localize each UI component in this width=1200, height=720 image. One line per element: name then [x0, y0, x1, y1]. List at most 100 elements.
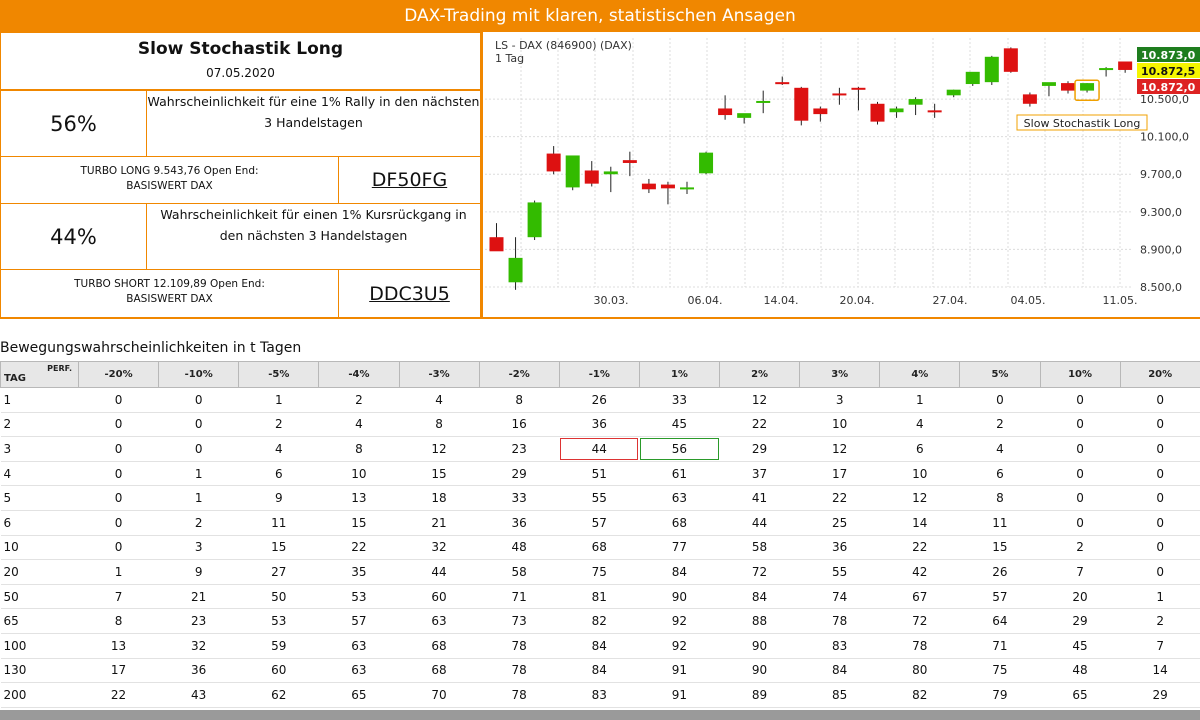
probability-cell: 55: [559, 485, 640, 511]
short-turbo-name: TURBO SHORT 12.109,89 Open End:: [74, 278, 265, 290]
probability-cell: 1: [158, 485, 239, 511]
probability-cell: 65: [318, 682, 399, 708]
probability-cell: 78: [479, 658, 560, 684]
probability-cell: 57: [559, 510, 640, 536]
day-cell: 100: [0, 633, 79, 659]
price-tag: [1137, 47, 1200, 62]
short-percent: 44%: [50, 224, 97, 249]
probability-cell: 1: [879, 387, 960, 413]
probability-cell: 48: [479, 535, 560, 561]
day-cell: 200: [0, 682, 79, 708]
short-product-code-link[interactable]: DDC3U5: [369, 282, 450, 305]
long-turbo-box: TURBO LONG 9.543,76 Open End: BASISWERT …: [0, 156, 339, 204]
short-description: Wahrscheinlichkeit für einen 1% Kursrück…: [160, 207, 467, 243]
probability-cell: 12: [399, 436, 480, 462]
probability-cell: 29: [719, 436, 800, 462]
probability-cell: 43: [158, 682, 239, 708]
price-tag-label: 10.872,5: [1141, 65, 1195, 78]
candle-body: [1022, 94, 1037, 104]
candle-body: [718, 108, 733, 116]
probability-cell: 50: [238, 584, 319, 610]
probability-cell: 23: [479, 436, 560, 462]
candle-body: [508, 257, 523, 283]
probability-cell: 88: [719, 608, 800, 634]
probability-cell: 1: [1120, 584, 1200, 610]
y-tick-label: 9.700,0: [1140, 168, 1182, 181]
probability-cell: 4: [318, 412, 399, 438]
probability-cell: 20: [1040, 584, 1121, 610]
table-row: 3 0 0 4 8 12 23 44 56 29 12 6 4 0 0: [0, 436, 1200, 462]
probability-cell: 2: [158, 510, 239, 536]
chart-title: LS - DAX (846900) (DAX): [495, 39, 632, 52]
probability-cell: 16: [479, 412, 560, 438]
price-tag: [1137, 79, 1200, 94]
probability-cell: 22: [78, 682, 159, 708]
column-header: 20%: [1119, 361, 1200, 388]
candle-body: [775, 82, 790, 85]
probability-cell: 23: [158, 608, 239, 634]
signal-panel: Slow Stochastik Long 07.05.2020 56% Wahr…: [0, 32, 481, 318]
y-tick-label: 9.300,0: [1140, 206, 1182, 219]
probability-cell: 42: [879, 559, 960, 585]
probability-cell: 0: [78, 485, 159, 511]
probability-cell: 0: [1120, 387, 1200, 413]
day-cell: 2: [0, 412, 79, 438]
column-header: 1%: [638, 361, 721, 388]
long-percent: 56%: [50, 111, 97, 136]
probability-cell: 0: [1040, 510, 1121, 536]
probability-cell: 63: [639, 485, 720, 511]
candle-body: [1041, 82, 1056, 86]
candle-body: [489, 237, 504, 252]
probability-cell: 57: [959, 584, 1040, 610]
probability-cell: 62: [238, 682, 319, 708]
annotation-label: Slow Stochastik Long: [1024, 117, 1141, 130]
probability-cell: 15: [959, 535, 1040, 561]
probability-cell: 53: [318, 584, 399, 610]
table-row: 65 8 23 53 57 63 73 82 92 88 78 72 64 29 2: [0, 608, 1200, 634]
signal-header: Slow Stochastik Long 07.05.2020: [0, 32, 481, 90]
table-row: 200 22 43 62 65 70 78 83 91 89 85 82 79 65 29: [0, 682, 1200, 708]
day-cell: 5: [0, 485, 79, 511]
probability-cell: 11: [959, 510, 1040, 536]
table-row: 10 0 3 15 22 32 48 68 77 58 36 22 15 2 0: [0, 535, 1200, 561]
y-tick-label: 10.500,0: [1140, 93, 1189, 106]
probability-cell: 84: [639, 559, 720, 585]
probability-cell: 45: [1040, 633, 1121, 659]
probability-cell: 29: [479, 461, 560, 487]
price-tag-label: 10.873,0: [1141, 49, 1196, 62]
probability-cell: 79: [959, 682, 1040, 708]
probability-cell: 8: [959, 485, 1040, 511]
probability-cell: 51: [559, 461, 640, 487]
section-divider: [0, 317, 1200, 319]
probability-cell: 6: [238, 461, 319, 487]
probability-cell: 84: [559, 633, 640, 659]
table-row: 1 0 0 1 2 4 8 26 33 12 3 1 0 0 0: [0, 387, 1200, 413]
table-row: 6 0 2 11 15 21 36 57 68 44 25 14 11 0 0: [0, 510, 1200, 536]
table-row: 100 13 32 59 63 68 78 84 92 90 83 78 71 45 7: [0, 633, 1200, 659]
probability-cell: 15: [318, 510, 399, 536]
probability-cell: 10: [318, 461, 399, 487]
probability-cell: 75: [559, 559, 640, 585]
probability-cell: 4: [959, 436, 1040, 462]
candle-body: [622, 160, 637, 163]
probability-cell: 8: [78, 608, 159, 634]
chart-subtitle: 1 Tag: [495, 52, 524, 65]
probability-cell: 0: [1120, 485, 1200, 511]
candle-body: [870, 103, 885, 122]
bottom-scrollbar[interactable]: [0, 710, 1200, 720]
table-row: 5 0 1 9 13 18 33 55 63 41 22 12 8 0 0: [0, 485, 1200, 511]
table-header-row: TAG PERF. -20% -10% -5% -4% -3% -2% -1% 1% 2% 3% 4…: [0, 361, 1200, 388]
probability-cell: 65: [1040, 682, 1121, 708]
probability-cell: 0: [158, 412, 239, 438]
long-product-code-link[interactable]: DF50FG: [371, 169, 448, 191]
short-percent-box: 44%: [0, 203, 147, 270]
candle-body: [965, 71, 980, 85]
probability-cell: 85: [799, 682, 880, 708]
probability-cell: 0: [78, 436, 159, 462]
probability-cell: 29: [1120, 682, 1200, 708]
column-header: 2%: [718, 361, 801, 388]
probability-cell: 27: [238, 559, 319, 585]
column-header: 5%: [959, 361, 1041, 388]
probability-cell: 63: [399, 608, 480, 634]
probability-cell: 9: [238, 485, 319, 511]
